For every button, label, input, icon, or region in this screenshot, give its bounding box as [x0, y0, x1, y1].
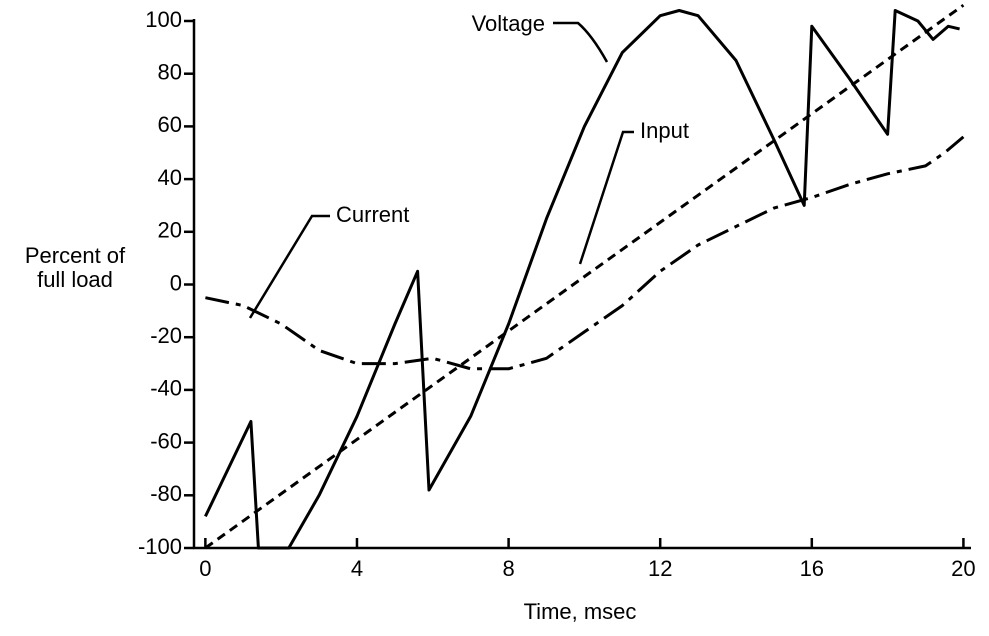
- annotation: Current: [336, 202, 409, 227]
- series-line: [204, 9, 960, 550]
- y-tick-label: -20: [150, 323, 182, 348]
- y-tick-label: 100: [145, 7, 182, 32]
- annotation: Voltage: [472, 11, 545, 36]
- y-tick-label: 80: [158, 60, 182, 85]
- y-tick-label: 40: [158, 165, 182, 190]
- annotation: Input: [640, 118, 689, 143]
- leader-line: [248, 214, 330, 319]
- series-line: [205, 135, 965, 371]
- series-line: [204, 3, 965, 550]
- x-tick-label: 12: [648, 556, 672, 581]
- y-tick-label: -100: [138, 534, 182, 559]
- y-tick-label: 60: [158, 112, 182, 137]
- leader-line: [553, 21, 609, 63]
- x-tick-label: 4: [351, 556, 363, 581]
- y-axis-label: full load: [37, 267, 113, 292]
- leader-line: [578, 130, 634, 265]
- y-tick-label: 20: [158, 218, 182, 243]
- x-axis-label: Time, msec: [524, 599, 637, 624]
- x-tick-label: 16: [800, 556, 824, 581]
- y-tick-label: 0: [170, 270, 182, 295]
- y-tick-label: -60: [150, 428, 182, 453]
- y-tick-label: -40: [150, 376, 182, 401]
- y-tick-label: -80: [150, 481, 182, 506]
- x-tick-label: 20: [951, 556, 975, 581]
- y-axis-label: Percent of: [25, 243, 126, 268]
- x-tick-label: 0: [199, 556, 211, 581]
- x-tick-label: 8: [502, 556, 514, 581]
